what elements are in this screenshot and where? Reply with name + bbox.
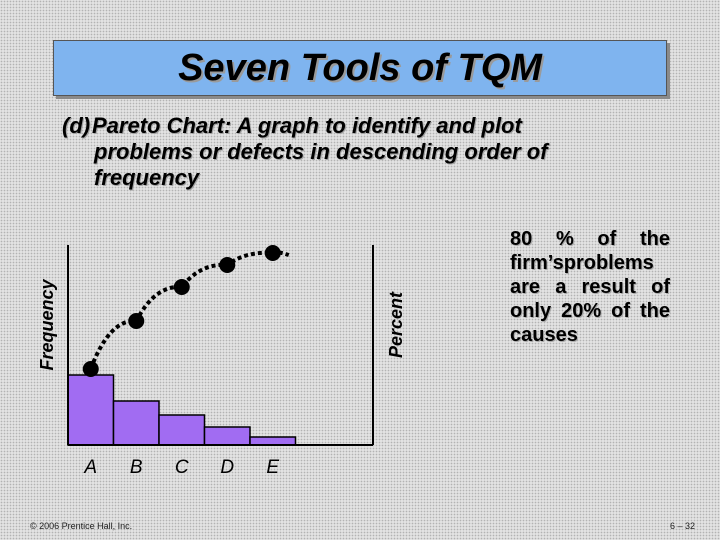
cumulative-point-e [264, 245, 281, 261]
bars-group [67, 374, 297, 446]
bullet-point: (d) Pareto Chart: A graph to identify an… [62, 113, 622, 191]
pareto-note: 80 % of the firm’sproblems are a result … [510, 228, 670, 346]
bar-c [158, 414, 206, 446]
bar-b [112, 400, 160, 446]
y-axis-label-percent: Percent [386, 291, 406, 358]
copyright-footer: © 2006 Prentice Hall, Inc. [30, 521, 133, 531]
cumulative-point-a [82, 361, 99, 377]
x-tick-c: C [175, 457, 189, 478]
bar-e [249, 436, 297, 446]
x-tick-a: A [83, 457, 97, 478]
slide-number: 6 – 32 [670, 521, 696, 531]
x-tick-b: B [130, 457, 143, 478]
axes-group [67, 245, 374, 446]
cumulative-points [82, 245, 281, 377]
x-tick-d: D [220, 457, 234, 478]
bullet-text: Pareto Chart: A graph to identify and pl… [92, 113, 548, 190]
bar-d [203, 426, 251, 446]
title-banner: Seven Tools of TQM [53, 40, 667, 96]
x-tick-e: E [266, 457, 279, 478]
cumulative-point-b [128, 313, 145, 329]
x-tick-labels: A B C D E [83, 457, 279, 478]
cumulative-curve [88, 250, 290, 370]
cumulative-point-c [173, 279, 190, 295]
slide-title: Seven Tools of TQM [178, 46, 542, 89]
cumulative-point-d [219, 257, 236, 273]
bar-a [67, 374, 115, 446]
bullet-marker: (d) [62, 113, 91, 138]
y-axis-label-frequency: Frequency [37, 278, 57, 370]
